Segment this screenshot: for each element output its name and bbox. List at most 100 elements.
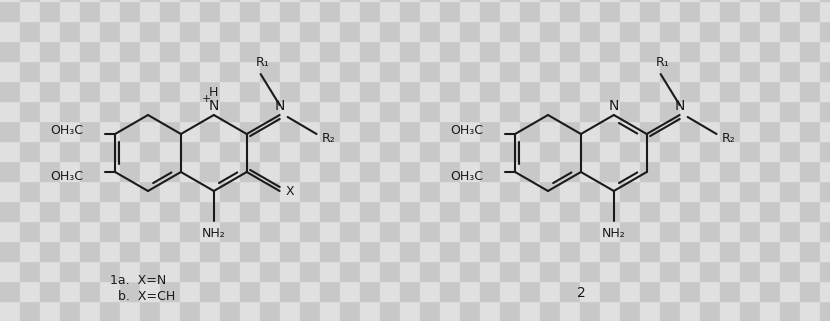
Bar (800, 301, 820, 321)
Bar (700, 1, 720, 21)
Bar (220, 81, 240, 101)
Bar (40, 201, 60, 221)
Bar (560, 221, 580, 241)
Bar (120, 61, 140, 81)
Bar (420, 0, 440, 1)
Bar (420, 1, 440, 21)
Bar (280, 81, 300, 101)
Bar (700, 141, 720, 161)
Bar (520, 301, 540, 321)
Bar (360, 241, 380, 261)
Bar (300, 21, 320, 41)
Bar (60, 261, 80, 281)
Bar (240, 1, 260, 21)
Bar (200, 41, 220, 61)
Bar (620, 261, 640, 281)
Bar (320, 1, 340, 21)
Bar (100, 181, 120, 201)
Bar (60, 101, 80, 121)
Bar (440, 181, 460, 201)
Bar (400, 161, 420, 181)
Bar (680, 1, 700, 21)
Bar (380, 141, 400, 161)
Bar (440, 21, 460, 41)
Bar (420, 141, 440, 161)
Text: R₁: R₁ (256, 56, 270, 69)
Bar (520, 141, 540, 161)
Bar (540, 281, 560, 301)
Bar (420, 281, 440, 301)
Text: N: N (208, 99, 219, 113)
Bar (60, 81, 80, 101)
Bar (140, 121, 160, 141)
Bar (820, 201, 830, 221)
Bar (780, 21, 800, 41)
Bar (240, 261, 260, 281)
Bar (540, 221, 560, 241)
Bar (180, 81, 200, 101)
Bar (280, 241, 300, 261)
Bar (400, 81, 420, 101)
Bar (620, 0, 640, 1)
Bar (120, 121, 140, 141)
Bar (640, 101, 660, 121)
Bar (100, 61, 120, 81)
Bar (160, 221, 180, 241)
Bar (260, 41, 280, 61)
Bar (360, 201, 380, 221)
Bar (640, 241, 660, 261)
Bar (540, 81, 560, 101)
Bar (100, 141, 120, 161)
Bar (260, 121, 280, 141)
Bar (680, 141, 700, 161)
Bar (260, 141, 280, 161)
Bar (100, 221, 120, 241)
Bar (500, 61, 520, 81)
Bar (80, 81, 100, 101)
Text: X: X (286, 185, 294, 197)
Bar (280, 61, 300, 81)
Bar (320, 261, 340, 281)
Bar (540, 201, 560, 221)
Bar (540, 21, 560, 41)
Bar (20, 41, 40, 61)
Bar (400, 301, 420, 321)
Bar (740, 281, 760, 301)
Bar (220, 201, 240, 221)
Bar (200, 181, 220, 201)
Bar (0, 221, 20, 241)
Bar (620, 141, 640, 161)
Bar (460, 21, 480, 41)
Bar (400, 101, 420, 121)
Bar (520, 61, 540, 81)
Bar (80, 161, 100, 181)
Bar (100, 301, 120, 321)
Bar (40, 121, 60, 141)
Bar (60, 0, 80, 1)
Bar (320, 21, 340, 41)
Bar (500, 81, 520, 101)
Bar (780, 61, 800, 81)
Bar (380, 181, 400, 201)
Bar (640, 161, 660, 181)
Bar (360, 181, 380, 201)
Bar (220, 21, 240, 41)
Bar (720, 41, 740, 61)
Bar (80, 21, 100, 41)
Bar (500, 121, 520, 141)
Bar (160, 181, 180, 201)
Bar (40, 241, 60, 261)
Bar (180, 1, 200, 21)
Bar (320, 201, 340, 221)
Bar (720, 221, 740, 241)
Bar (300, 261, 320, 281)
Bar (240, 61, 260, 81)
Bar (660, 221, 680, 241)
Bar (820, 281, 830, 301)
Bar (500, 141, 520, 161)
Bar (460, 61, 480, 81)
Bar (660, 21, 680, 41)
Bar (760, 161, 780, 181)
Bar (760, 201, 780, 221)
Bar (60, 221, 80, 241)
